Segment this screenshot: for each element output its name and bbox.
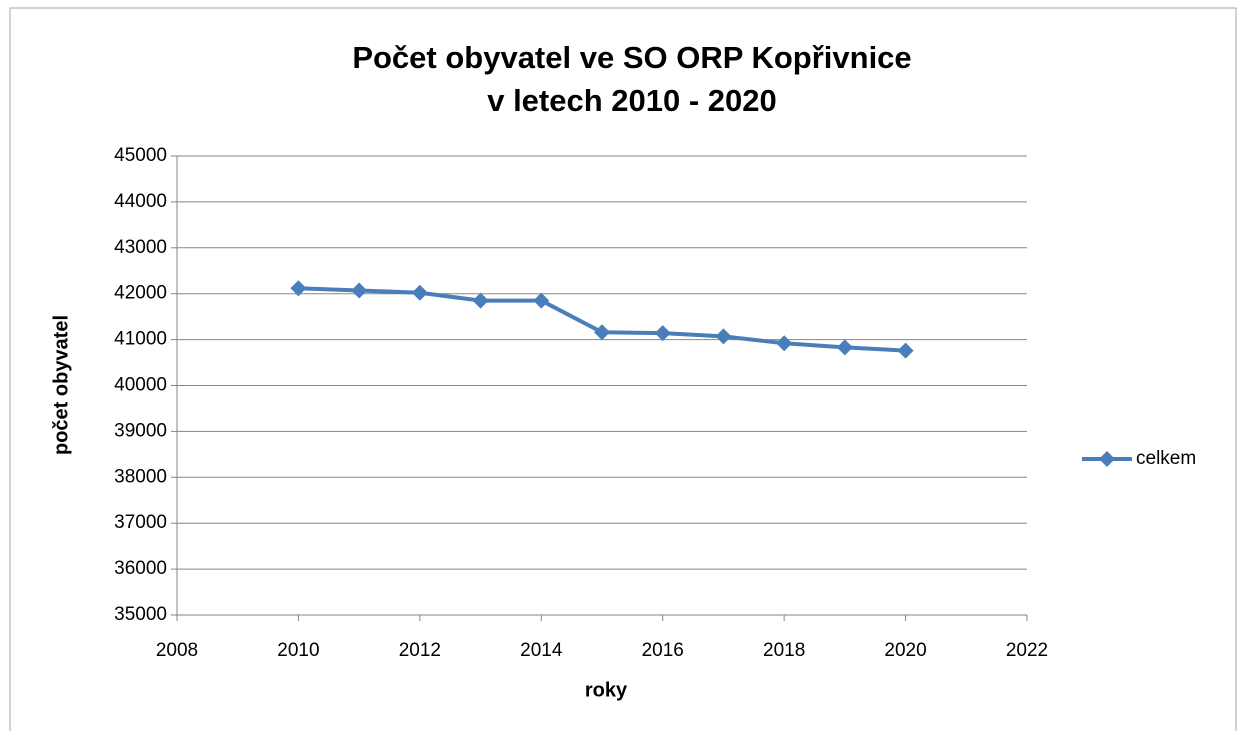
x-tick-label: 2020 bbox=[884, 640, 926, 661]
y-tick-label: 38000 bbox=[114, 466, 167, 487]
series-line bbox=[298, 286, 906, 353]
legend-label: celkem bbox=[1136, 448, 1196, 469]
point bbox=[290, 280, 307, 297]
x-tick-label: 2012 bbox=[399, 640, 441, 661]
y-tick-label: 39000 bbox=[114, 420, 167, 441]
x-tick-label: 2016 bbox=[642, 640, 684, 661]
chart-title: Počet obyvatel ve SO ORP Kopřivnice bbox=[352, 40, 911, 75]
point bbox=[351, 282, 368, 299]
y-tick-label: 36000 bbox=[114, 558, 167, 579]
chart-title: v letech 2010 - 2020 bbox=[487, 83, 777, 118]
y-tick-label: 41000 bbox=[114, 329, 167, 350]
point bbox=[654, 325, 671, 342]
point bbox=[472, 292, 489, 309]
y-tick-label: 37000 bbox=[114, 512, 167, 533]
y-tick-label: 40000 bbox=[114, 375, 167, 396]
y-tick-label: 44000 bbox=[114, 191, 167, 212]
y-tick-label: 35000 bbox=[114, 604, 167, 625]
point bbox=[776, 335, 793, 352]
x-tick-label: 2014 bbox=[520, 640, 563, 661]
x-axis-title: roky bbox=[585, 679, 628, 701]
x-tick-label: 2010 bbox=[277, 640, 319, 661]
point bbox=[533, 292, 550, 309]
y-tick-label: 43000 bbox=[114, 237, 167, 258]
point bbox=[897, 342, 914, 359]
point bbox=[594, 324, 610, 341]
y-axis-title: počet obyvatel bbox=[50, 315, 72, 455]
point bbox=[836, 339, 853, 356]
x-tick-label: 2018 bbox=[763, 640, 805, 661]
point bbox=[411, 284, 428, 301]
x-tick-label: 2008 bbox=[156, 640, 198, 661]
x-tick-label: 2022 bbox=[1006, 640, 1048, 661]
point bbox=[715, 328, 732, 345]
y-tick-label: 42000 bbox=[114, 283, 167, 304]
y-tick-label: 45000 bbox=[114, 145, 167, 166]
legend-marker bbox=[1099, 451, 1115, 467]
chart-frame bbox=[9, 7, 1237, 731]
